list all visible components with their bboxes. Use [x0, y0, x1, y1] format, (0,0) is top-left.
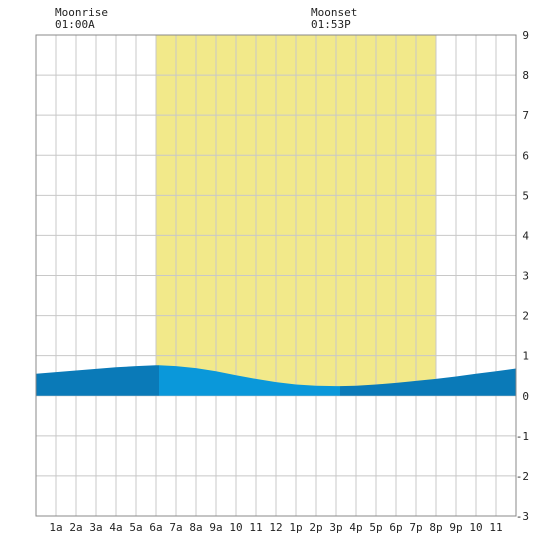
x-tick-label: 5a — [129, 521, 142, 534]
y-tick-label: 2 — [522, 310, 529, 323]
x-tick-label: 6p — [389, 521, 402, 534]
y-tick-label: 0 — [522, 390, 529, 403]
x-tick-label: 5p — [369, 521, 382, 534]
x-tick-label: 12 — [269, 521, 282, 534]
x-tick-label: 7p — [409, 521, 422, 534]
x-tick-label: 11 — [489, 521, 502, 534]
y-tick-label: 3 — [522, 270, 529, 283]
tide-area-segment-dark — [36, 365, 159, 396]
x-tick-label: 7a — [169, 521, 182, 534]
x-tick-label: 2a — [69, 521, 82, 534]
x-tick-label: 4p — [349, 521, 362, 534]
y-axis-labels: -3 -2 -1 0 1 2 3 4 5 6 7 8 9 — [516, 29, 530, 523]
x-tick-label: 10 — [469, 521, 482, 534]
tide-area-segment-light — [159, 365, 340, 396]
x-tick-label: 3p — [329, 521, 342, 534]
moon-event-title: Moonset — [311, 6, 357, 19]
y-tick-label: 8 — [522, 69, 529, 82]
x-tick-label: 2p — [309, 521, 322, 534]
x-tick-label: 1a — [49, 521, 62, 534]
y-tick-label: 1 — [522, 350, 529, 363]
x-tick-label: 10 — [229, 521, 242, 534]
plot-border — [35, 34, 517, 517]
x-tick-label: 9p — [449, 521, 462, 534]
x-tick-label: 9a — [209, 521, 222, 534]
y-tick-label: 7 — [522, 109, 529, 122]
grid-lines — [36, 35, 516, 516]
y-tick-label: 5 — [522, 189, 529, 202]
y-tick-label: 6 — [522, 149, 529, 162]
x-axis-labels: 1a 2a 3a 4a 5a 6a 7a 8a 9a 10 11 12 1p 2p 3p 4p 5p 6p 7p 8p… — [49, 521, 502, 534]
y-tick-label: -3 — [516, 510, 529, 523]
y-tick-label: 4 — [522, 229, 529, 242]
x-tick-label: 11 — [249, 521, 262, 534]
tide-area-segment-dark — [340, 368, 516, 396]
x-tick-label: 6a — [149, 521, 162, 534]
x-tick-label: 8a — [189, 521, 202, 534]
y-tick-label: -2 — [516, 470, 529, 483]
moon-event-time: 01:00A — [55, 18, 95, 31]
tide-area — [36, 365, 516, 396]
y-tick-label: -1 — [516, 430, 529, 443]
x-tick-label: 3a — [89, 521, 102, 534]
moon-event-title: Moonrise — [55, 6, 108, 19]
y-tick-label: 9 — [522, 29, 529, 42]
x-tick-label: 4a — [109, 521, 122, 534]
x-tick-label: 8p — [429, 521, 442, 534]
x-tick-label: 1p — [289, 521, 302, 534]
moon-event-time: 01:53P — [311, 18, 351, 31]
